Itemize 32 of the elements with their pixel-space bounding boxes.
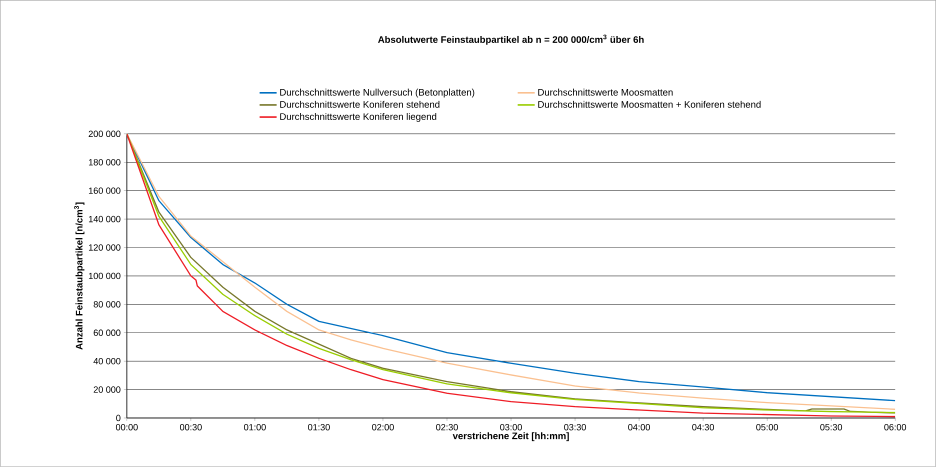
y-tick-label: 60 000 (94, 330, 120, 336)
y-tick-label: 100 000 (88, 272, 120, 280)
x-tick-label: 00:00 (116, 424, 138, 430)
y-tick-label: 200 000 (88, 130, 120, 138)
x-tick-label: 05:30 (820, 424, 842, 430)
x-tick-label: 06:00 (884, 424, 906, 430)
chart-title: Absolutwerte Feinstaubpartikel ab n = 200 000/cm$^{3}$ über 6h (378, 34, 644, 45)
legend-label: Durchschnittswerte Koniferen liegend (280, 113, 436, 122)
y-tick-label: 180 000 (88, 159, 120, 166)
y-tick-label: 20 000 (94, 386, 120, 393)
y-axis-title: Anzahl Feinstaubpartikel [n/cm$^{3}$] (74, 202, 84, 350)
x-tick-label: 02:00 (372, 424, 394, 430)
x-tick-label: 03:30 (564, 424, 586, 430)
x-tick-label: 00:30 (180, 424, 202, 430)
x-tick-label: 01:30 (308, 424, 330, 430)
y-tick-label: 160 000 (88, 188, 120, 194)
y-tick-label: 140 000 (88, 216, 120, 222)
x-tick-label: 05:00 (756, 424, 778, 430)
y-tick-label: 0 (116, 414, 120, 422)
legend-label: Durchschnittswerte Koniferen stehend (280, 100, 440, 108)
legend-label: Durchschnittswerte Nullversuch (Betonplatten) (280, 88, 474, 98)
x-tick-label: 04:00 (628, 424, 650, 430)
x-tick-label: 02:30 (436, 424, 458, 430)
y-tick-label: 80 000 (94, 301, 120, 308)
x-tick-label: 01:00 (244, 424, 266, 430)
x-tick-label: 04:30 (692, 424, 714, 430)
legend-label: Durchschnittswerte Moosmatten (538, 88, 673, 96)
legend-label: Durchschnittswerte Moosmatten + Koniferen stehend (538, 100, 761, 108)
x-tick-label: 03:00 (500, 424, 522, 430)
y-tick-label: 120 000 (88, 244, 120, 251)
x-axis-title: verstrichene Zeit [hh:mm] (452, 432, 569, 442)
y-tick-label: 40 000 (93, 358, 120, 364)
